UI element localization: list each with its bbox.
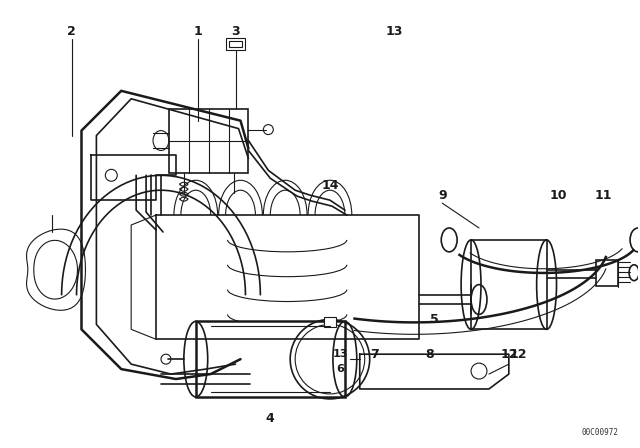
Text: 12: 12: [500, 348, 518, 361]
Text: 2: 2: [67, 25, 76, 38]
Bar: [228, 41, 243, 47]
Text: 6: 6: [336, 364, 344, 374]
Bar: [225, 38, 246, 50]
Text: 10: 10: [550, 189, 567, 202]
Text: 11: 11: [595, 189, 612, 202]
Text: 13: 13: [386, 25, 403, 38]
Text: 1: 1: [193, 25, 202, 38]
Text: 12: 12: [510, 348, 527, 361]
Bar: [471, 240, 547, 329]
Bar: [169, 109, 248, 173]
Text: 8: 8: [425, 348, 434, 361]
Text: 13: 13: [332, 349, 348, 359]
Text: 7: 7: [371, 348, 379, 361]
Text: 3: 3: [231, 25, 240, 38]
Bar: [596, 260, 618, 286]
Text: 00C00972: 00C00972: [581, 428, 618, 437]
Bar: [196, 321, 345, 397]
Text: 4: 4: [266, 412, 275, 425]
Text: 14: 14: [321, 179, 339, 192]
Text: 9: 9: [438, 189, 447, 202]
Text: 5: 5: [430, 313, 438, 326]
Bar: [324, 318, 336, 327]
